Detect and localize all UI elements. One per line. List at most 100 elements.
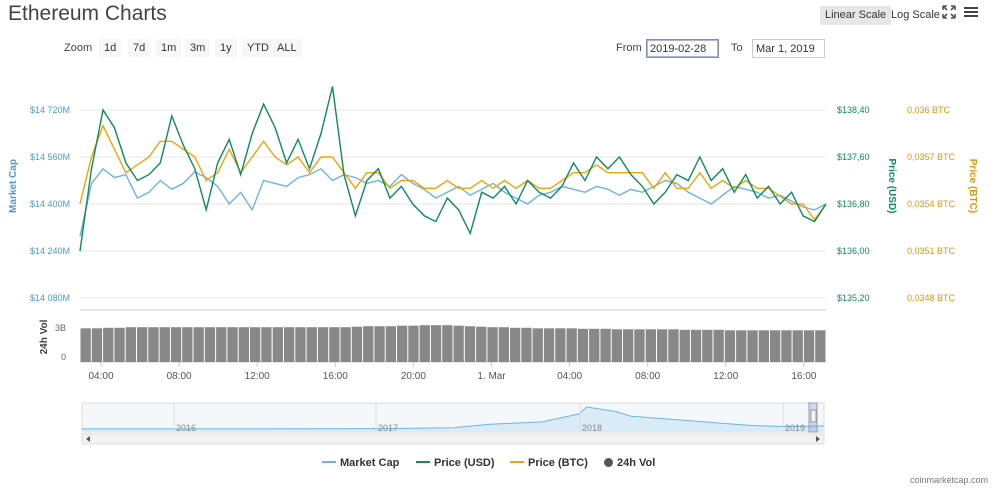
log-scale-button[interactable]: Log Scale	[891, 9, 940, 21]
volume-bar	[724, 330, 736, 362]
volume-bar	[103, 327, 114, 362]
market-cap-axis-title: Market Cap	[8, 159, 19, 213]
legend: Market Cap Price (USD) Price (BTC) 24h V…	[0, 457, 1000, 473]
market-cap-tick-label: $14 720M	[30, 105, 70, 115]
x-tick-label: 1. Mar	[477, 371, 506, 382]
zoom-1m-button[interactable]: 1m	[156, 39, 182, 57]
hamburger-menu-icon[interactable]	[963, 5, 979, 23]
volume-bar	[295, 327, 306, 362]
navigator-handle[interactable]	[810, 409, 817, 423]
market-cap-tick-label: $14 240M	[30, 246, 70, 256]
zoom-1y-button[interactable]: 1y	[215, 39, 237, 57]
volume-bar	[668, 329, 679, 362]
volume-bar	[555, 328, 566, 362]
volume-bar	[91, 328, 103, 362]
volume-bar	[679, 329, 690, 362]
volume-bar	[250, 327, 261, 362]
volume-bar	[566, 328, 577, 362]
x-tick-label: 08:00	[635, 371, 660, 382]
volume-bar	[657, 329, 668, 362]
price-btc-axis-title: Price (BTC)	[967, 159, 978, 213]
volume-bar	[148, 327, 159, 362]
market-cap-axis: $14 720M $14 560M $14 400M $14 240M $14 080M…	[8, 105, 70, 303]
price-btc-axis: 0,036 BTC 0,0357 BTC 0,0354 BTC 0,0351 BTC 0…	[907, 105, 978, 303]
volume-bar	[216, 327, 227, 362]
price-btc-tick-label: 0,0351 BTC	[907, 246, 956, 256]
zoom-7d-button[interactable]: 7d	[128, 39, 151, 57]
volume-bar	[284, 327, 295, 362]
scroll-left-icon[interactable]	[86, 436, 90, 442]
volume-bar	[397, 325, 408, 362]
volume-bar	[589, 328, 600, 362]
x-axis: 04:00 08:00 12:00 16:00 20:00 1. Mar 04:00 08:0…	[88, 362, 817, 382]
volume-bar	[645, 329, 656, 362]
volume-bar	[532, 328, 543, 362]
from-date-input[interactable]	[646, 39, 719, 58]
legend-market-cap[interactable]: Market Cap	[322, 457, 399, 469]
price-usd-tick-label: $136,00	[837, 246, 870, 256]
volume-bar	[464, 326, 476, 362]
linear-scale-button[interactable]: Linear Scale	[820, 6, 892, 25]
volume-bar	[498, 327, 509, 362]
navigator-scrollbar[interactable]	[81, 433, 825, 445]
zoom-3m-button[interactable]: 3m	[185, 39, 211, 57]
volume-tick-label: 0	[61, 352, 66, 362]
price-usd-line	[79, 86, 827, 252]
to-label: To	[731, 42, 743, 54]
zoom-1d-button[interactable]: 1d	[99, 39, 122, 57]
volume-bar	[623, 329, 634, 362]
expand-icon-glyph	[942, 5, 956, 19]
volume-bar	[634, 329, 645, 362]
navigator-year-label: 2016	[176, 423, 196, 433]
price-btc-tick-label: 0,036 BTC	[907, 105, 951, 115]
legend-24h-vol[interactable]: 24h Vol	[604, 457, 655, 469]
volume-bar	[204, 327, 216, 362]
price-usd-axis: $138,40 $137,60 $136,80 $136,00 $135,20 Price…	[837, 105, 897, 303]
volume-bar	[419, 325, 430, 362]
volume-bar	[758, 330, 769, 362]
volume-bar	[125, 327, 136, 362]
volume-bar	[543, 328, 555, 362]
price-usd-tick-label: $135,20	[837, 293, 870, 303]
x-tick-label: 20:00	[401, 371, 426, 382]
from-label: From	[616, 42, 642, 54]
credit-link[interactable]: coinmarketcap.com	[909, 475, 988, 485]
price-usd-tick-label: $137,60	[837, 152, 870, 162]
x-tick-label: 08:00	[167, 371, 192, 382]
volume-axis-title: 24h Vol	[39, 319, 50, 354]
expand-icon[interactable]	[942, 5, 956, 23]
volume-bar	[600, 328, 611, 362]
chart-area[interactable]: $14 720M $14 560M $14 400M $14 240M $14 080M…	[0, 0, 1000, 455]
price-btc-tick-label: 0,0357 BTC	[907, 152, 956, 162]
menu-icon-glyph	[964, 7, 978, 17]
navigator-year-label: 2017	[378, 423, 398, 433]
x-tick-label: 12:00	[245, 371, 270, 382]
volume-bar	[317, 327, 329, 362]
x-tick-label: 04:00	[557, 371, 582, 382]
legend-label-24h-vol: 24h Vol	[617, 457, 656, 469]
zoom-ytd-button[interactable]: YTD	[242, 39, 274, 57]
legend-label-price-btc: Price (BTC)	[528, 457, 588, 469]
legend-dot-24h-vol	[604, 457, 613, 467]
series-lines	[79, 86, 827, 252]
volume-bar	[340, 327, 351, 362]
to-date-input[interactable]	[752, 39, 825, 58]
volume-bar	[238, 327, 249, 362]
navigator[interactable]: 2016 2017 2018 2019	[81, 402, 825, 445]
volume-bar	[713, 329, 724, 362]
volume-bar	[442, 325, 453, 362]
scroll-right-icon[interactable]	[816, 436, 820, 442]
volume-bar	[363, 326, 374, 362]
volume-bar	[611, 329, 622, 362]
volume-bar	[702, 329, 713, 362]
volume-bar	[159, 327, 170, 362]
legend-price-btc[interactable]: Price (BTC)	[510, 457, 588, 469]
volume-bar	[170, 327, 182, 362]
x-tick-label: 04:00	[88, 371, 113, 382]
navigator-year-label: 2019	[785, 423, 805, 433]
navigator-area	[82, 407, 824, 432]
volume-bar	[690, 329, 702, 362]
legend-label-market-cap: Market Cap	[340, 457, 400, 469]
zoom-all-button[interactable]: ALL	[272, 39, 302, 57]
legend-price-usd[interactable]: Price (USD)	[416, 457, 495, 469]
